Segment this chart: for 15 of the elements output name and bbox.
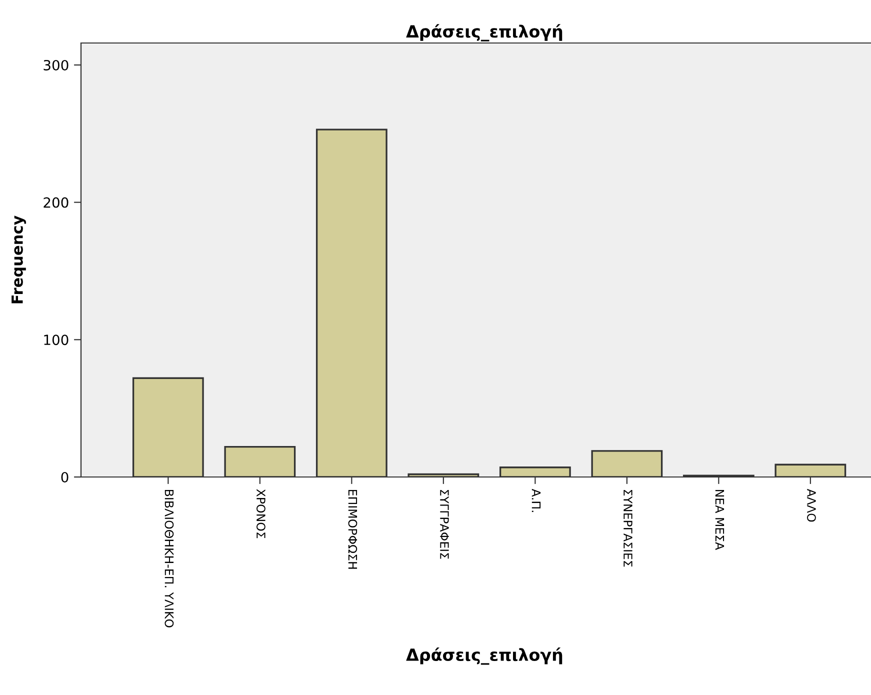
x-tick-label: ΕΠΙΜΟΡΦΩΣΗ [348,490,358,569]
x-axis-title: Δράσεις_επιλογή [406,647,562,665]
y-tick-label: 100 [44,334,68,346]
chart-title: Δράσεις_επιλογή [406,24,562,42]
y-axis-title: Frequency [12,216,26,304]
x-tick-label: ΣΥΓΓΡΑΦΕΙΣ [440,490,449,559]
x-tick-label: Α.Π. [532,488,541,512]
x-tick-label: ΒΙΒΛΙΟΘΗΚΗ-ΕΠ. ΥΛΙΚΟ [164,490,174,628]
y-tick-label: 0 [61,472,68,482]
x-tick-label: ΝΕΑ ΜΕΣΑ [715,490,724,550]
x-tick-label: ΣΥΝΕΡΓΑΣΙΕΣ [624,490,632,567]
x-tick-label: ΧΡΟΝΟΣ [256,489,266,538]
y-tick-label: 200 [44,197,68,208]
x-tick-label: ΑΛΛΟ [807,488,816,522]
y-tick-label: 300 [44,60,68,70]
